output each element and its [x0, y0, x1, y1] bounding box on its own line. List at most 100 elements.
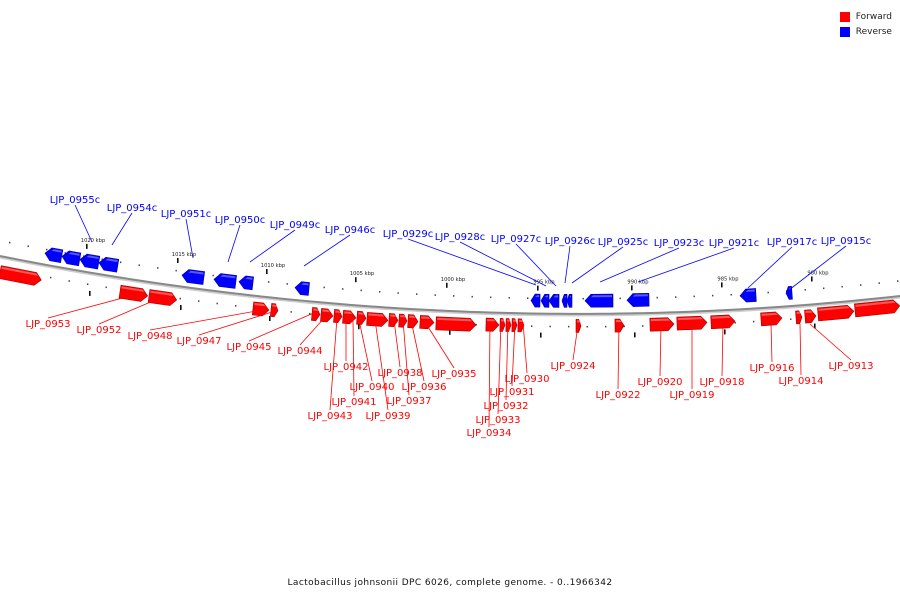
- gene-body: [566, 294, 573, 308]
- tick-dot: [50, 276, 52, 279]
- tick-dot: [490, 296, 492, 299]
- scale-label: 990 kbp: [627, 279, 649, 285]
- leader-line: [522, 321, 528, 374]
- gene-label-text: LJP_0913: [829, 361, 874, 372]
- gene-body: [817, 304, 855, 322]
- gene-highlight: [313, 308, 319, 311]
- gene-highlight: [344, 311, 353, 315]
- tick-dot: [656, 296, 658, 299]
- leader-line: [571, 246, 624, 284]
- tick-dot: [453, 295, 455, 297]
- leader-line: [599, 247, 680, 283]
- gene-highlight: [501, 319, 505, 322]
- forward-gene-arrow: [511, 318, 518, 332]
- tick-dot: [87, 283, 89, 285]
- gene-label-text: LJP_0932: [484, 401, 529, 412]
- gene-label: LJP_0931: [490, 321, 535, 398]
- gene-body: [251, 301, 270, 317]
- gene-highlight: [51, 249, 62, 253]
- scale-label: 1020 kbp: [81, 238, 106, 244]
- tick-dot: [198, 300, 200, 302]
- reverse-gene-arrow: [739, 288, 757, 303]
- forward-gene-arrow: [804, 309, 817, 324]
- gene-label-text: LJP_0945: [227, 342, 272, 353]
- gene-highlight: [535, 295, 540, 298]
- leader-line: [572, 324, 579, 361]
- gene-label-text: LJP_0949c: [270, 220, 321, 231]
- gene-highlight: [188, 270, 204, 275]
- gene-highlight: [368, 313, 385, 317]
- leader-line: [358, 319, 373, 382]
- gene-highlight: [805, 310, 813, 314]
- tick-dot: [527, 297, 529, 299]
- gene-label: LJP_0955c: [50, 195, 100, 243]
- gene-label-text: LJP_0934: [467, 428, 512, 439]
- gene-highlight: [564, 295, 567, 298]
- gene-highlight: [569, 295, 572, 298]
- reverse-gene-arrow: [61, 250, 82, 267]
- leader-line: [393, 319, 401, 368]
- gene-label: LJP_0929c: [383, 229, 537, 286]
- tick-dot: [841, 285, 843, 288]
- forward-gene-arrow: [251, 301, 270, 317]
- gene-label-text: LJP_0915c: [821, 236, 872, 247]
- tick-dot: [753, 320, 755, 323]
- scale-tick: [269, 316, 271, 321]
- gene-label-text: LJP_0935: [432, 369, 477, 380]
- gene-label: LJP_0923c: [599, 238, 704, 283]
- gene-label: LJP_0945: [227, 311, 317, 353]
- tick-dot: [623, 325, 625, 328]
- gene-label: LJP_0953: [26, 295, 131, 330]
- gene-label-text: LJP_0933: [476, 415, 521, 426]
- leader-line: [227, 224, 241, 263]
- gene-label: LJP_0942: [324, 318, 369, 373]
- gene-highlight: [437, 317, 473, 322]
- scale-tick: [446, 282, 448, 288]
- tick-dot: [804, 289, 806, 291]
- gene-label-text: LJP_0937: [387, 396, 432, 407]
- map-caption: Lactobacillus johnsonii DPC 6026, comple…: [287, 578, 613, 588]
- leader-line: [98, 297, 161, 325]
- forward-gene-arrow: [419, 315, 435, 330]
- gene-label: LJP_0934: [467, 321, 512, 439]
- leader-line: [374, 319, 389, 411]
- gene-highlight: [711, 315, 731, 319]
- leader-line: [329, 317, 338, 411]
- gene-highlight: [507, 319, 511, 322]
- gene-highlight: [519, 319, 524, 322]
- tick-dot: [605, 325, 607, 328]
- gene-body: [530, 293, 541, 308]
- reverse-gene-arrow: [238, 275, 254, 291]
- gene-highlight: [409, 315, 416, 319]
- gene-highlight: [544, 295, 549, 298]
- gene-body: [548, 294, 560, 308]
- forward-gene-arrow: [854, 299, 900, 318]
- gene-label: LJP_0920: [638, 323, 683, 388]
- leader-line: [402, 319, 410, 396]
- scale-label: 1000 kbp: [441, 277, 466, 283]
- leader-line: [659, 323, 662, 377]
- forward-gene-arrow: [485, 317, 500, 332]
- forward-gene-arrow: [575, 319, 582, 333]
- tick-dot: [323, 286, 325, 289]
- gene-body: [561, 294, 568, 308]
- leader-line: [515, 243, 557, 287]
- gene-label-text: LJP_0924: [551, 361, 596, 372]
- gene-label-text: LJP_0942: [324, 362, 369, 373]
- tick-dot: [157, 267, 159, 269]
- tick-dot: [693, 295, 695, 298]
- scale-tick: [814, 323, 816, 329]
- gene-highlight: [590, 295, 612, 298]
- gene-label-text: LJP_0916: [750, 363, 795, 374]
- scale-tick: [449, 329, 451, 335]
- leader-line: [637, 247, 735, 283]
- gene-label-text: LJP_0914: [779, 376, 824, 387]
- gene-body: [785, 285, 793, 300]
- legend: Forward Reverse: [839, 9, 892, 39]
- tick-dot: [286, 283, 288, 285]
- leader-line: [747, 246, 793, 289]
- tick-dot: [734, 321, 736, 324]
- gene-label-text: LJP_0940: [350, 382, 395, 393]
- forward-gene-arrow: [435, 316, 477, 332]
